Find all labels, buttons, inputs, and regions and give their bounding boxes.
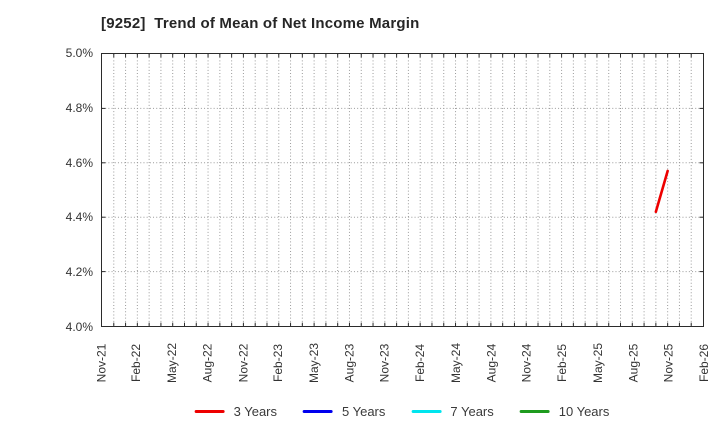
y-tick-label: 4.8% [65,100,93,115]
plot-area [101,53,704,327]
x-tick-label-text: Feb-26 [697,343,711,383]
legend-label: 10 Years [558,404,610,419]
y-tick-label: 5.0% [65,46,93,60]
y-tick-label: 4.4% [65,210,93,225]
plot-canvas [102,54,703,326]
series-line-3-years [654,169,669,214]
y-tick-label: 4.6% [65,155,93,170]
x-tick-label: Feb-26 [674,331,720,395]
legend-line-swatch [194,410,225,413]
legend-item-5-years: 5 Years [303,404,385,419]
legend-label: 3 Years [233,404,278,419]
chart-title: [9252] Trend of Mean of Net Income Margi… [101,15,420,32]
legend-item-3-years: 3 Years [194,404,278,419]
legend-item-10-years: 10 Years [519,404,610,419]
y-tick-label: 4.0% [65,320,93,334]
legend: 3 Years 5 Years 7 Years 10 Years [194,404,610,419]
y-tick-label: 4.2% [65,265,93,280]
legend-label: 5 Years [342,404,386,419]
legend-line-swatch [303,410,334,413]
legend-item-7-years: 7 Years [411,404,494,419]
legend-line-swatch [519,410,550,413]
legend-line-swatch [411,410,442,413]
legend-label: 7 Years [450,404,494,419]
